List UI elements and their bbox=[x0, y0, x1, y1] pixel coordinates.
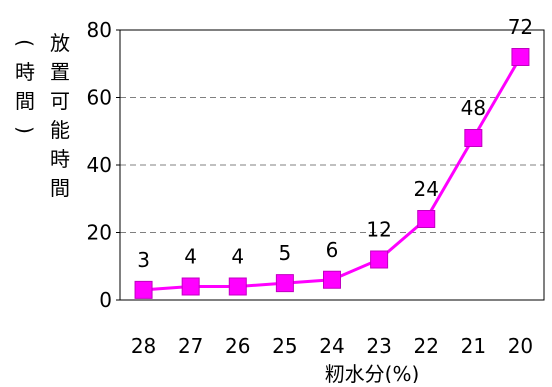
x-tick-label: 20 bbox=[508, 334, 533, 358]
y-tick-label: 20 bbox=[87, 221, 112, 245]
y-axis-title-char: 可 bbox=[50, 89, 70, 113]
x-tick-label: 22 bbox=[413, 334, 438, 358]
data-point-marker bbox=[228, 277, 247, 296]
data-point-marker bbox=[134, 280, 153, 299]
data-point-marker bbox=[464, 129, 483, 147]
y-tick-label: 0 bbox=[99, 288, 112, 312]
x-tick-label: 28 bbox=[131, 334, 156, 358]
data-label: 3 bbox=[137, 248, 150, 272]
data-label: 4 bbox=[184, 245, 197, 269]
data-label: 24 bbox=[413, 177, 438, 201]
y-axis-title-char: 時 bbox=[50, 147, 70, 171]
y-axis-title-char: ) bbox=[13, 126, 37, 134]
x-tick-label: 21 bbox=[461, 334, 486, 358]
x-tick-label: 26 bbox=[225, 334, 250, 358]
data-point-marker bbox=[417, 210, 436, 228]
y-axis-title-unit: ( 時間) bbox=[13, 39, 37, 134]
data-label: 5 bbox=[279, 241, 292, 265]
data-label: 6 bbox=[326, 238, 339, 262]
data-point-marker bbox=[323, 270, 341, 289]
data-label: 48 bbox=[461, 96, 486, 120]
x-tick-label: 23 bbox=[366, 334, 391, 358]
series-layer bbox=[134, 48, 530, 299]
y-axis-title-char: 間 bbox=[15, 89, 35, 113]
data-point-marker bbox=[511, 48, 530, 66]
y-tick-label: 80 bbox=[87, 18, 112, 42]
y-axis-title-char: 置 bbox=[50, 60, 70, 84]
y-axis-title-char: ( bbox=[13, 39, 37, 47]
y-axis-title-char: 能 bbox=[50, 118, 70, 142]
data-label: 4 bbox=[231, 245, 244, 269]
data-label: 12 bbox=[366, 218, 391, 242]
y-axis-title-char: 時 bbox=[15, 60, 35, 84]
axis-layer: 0 20 40 60 80 28 27 26 25 24 23 22 21 20 bbox=[87, 18, 545, 358]
data-point-marker bbox=[370, 250, 389, 269]
y-tick-label: 40 bbox=[87, 153, 112, 177]
y-tick-label: 60 bbox=[87, 86, 112, 110]
x-tick-label: 25 bbox=[272, 334, 297, 358]
data-point-marker bbox=[275, 274, 294, 293]
data-label: 72 bbox=[508, 15, 533, 39]
y-axis-title-char: 間 bbox=[50, 176, 70, 200]
x-tick-label: 27 bbox=[178, 334, 203, 358]
data-point-marker bbox=[181, 277, 200, 296]
y-axis-title-char: 放 bbox=[50, 31, 70, 55]
label-layer: 3 4 4 5 6 12 24 48 72 bbox=[137, 15, 533, 272]
x-axis-title: 籾水分(%) bbox=[325, 362, 420, 383]
grid-layer bbox=[120, 97, 544, 233]
x-tick-label: 24 bbox=[319, 334, 344, 358]
